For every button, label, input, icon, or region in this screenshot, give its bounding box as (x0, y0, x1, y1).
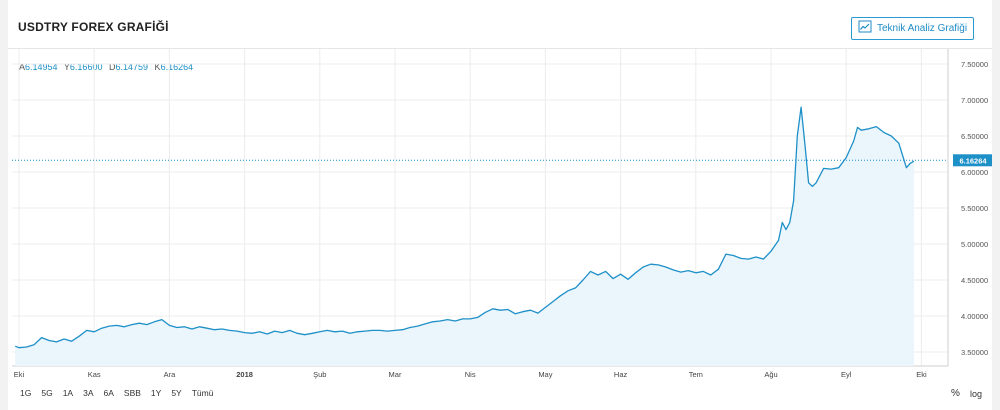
y-tick-label: 3.50000 (961, 348, 988, 357)
y-tick-label: 5.00000 (961, 240, 988, 249)
x-tick-label: Ara (164, 370, 177, 379)
x-tick-label: Eyl (841, 370, 852, 379)
ohlc-open-value: 6.14954 (25, 62, 58, 72)
x-tick-label: Şub (313, 370, 326, 379)
x-tick-label: May (538, 370, 552, 379)
page-title: USDTRY FOREX GRAFİĞİ (18, 20, 169, 34)
y-tick-label: 6.50000 (961, 132, 988, 141)
ohlc-high-key: Y (63, 62, 70, 72)
technical-analysis-label: Teknik Analiz Grafiği (877, 23, 968, 34)
ohlc-open-key: A (19, 62, 26, 72)
period-5y[interactable]: 5Y (171, 388, 182, 398)
period-3a[interactable]: 3A (83, 388, 94, 398)
log-scale-toggle[interactable]: log (970, 389, 983, 399)
period-1a[interactable]: 1A (62, 388, 74, 398)
area-fill (15, 107, 914, 366)
period-6a[interactable]: 6A (103, 388, 114, 398)
ohlc-high-value: 6.16600 (69, 62, 103, 72)
ohlc-low-value: 6.14759 (115, 62, 149, 72)
y-tick-label: 4.00000 (961, 312, 988, 321)
chart-card: USDTRY FOREX GRAFİĞİ Teknik Analiz Grafi… (8, 0, 992, 410)
period-5g[interactable]: 5G (41, 388, 53, 398)
x-tick-label: 2018 (236, 370, 253, 379)
y-tick-label: 5.50000 (961, 204, 988, 213)
x-tick-label: Ağu (764, 370, 777, 379)
period-sbb[interactable]: SBB (123, 388, 141, 398)
x-tick-label: Nis (465, 370, 476, 379)
header-divider (8, 48, 992, 49)
x-tick-label: Mar (389, 370, 402, 379)
price-chart[interactable]: 3.50000 4.00000 4.50000 5.00000 5.50000 6.000… (8, 0, 992, 386)
last-price-label: 6.16264 (959, 156, 987, 165)
ohlc-low-key: D (108, 62, 116, 72)
technical-analysis-button[interactable]: Teknik Analiz Grafiği (851, 17, 974, 40)
last-price-tag (953, 154, 992, 167)
ohlc-close-value: 6.16264 (160, 62, 194, 72)
period-1y[interactable]: 1Y (150, 388, 162, 398)
x-tick-label: Tem (689, 370, 703, 379)
x-tick-label: Kas (88, 370, 101, 379)
y-tick-label: 7.00000 (961, 96, 988, 105)
y-tick-label: 6.00000 (961, 168, 988, 177)
period-tumu[interactable]: Tümü (191, 388, 214, 398)
y-tick-label: 7.50000 (961, 60, 988, 69)
x-tick-label: Haz (614, 370, 628, 379)
chart-line-icon (858, 20, 872, 37)
period-1g[interactable]: 1G (20, 388, 32, 398)
ohlc-close-key: K (154, 62, 161, 72)
y-tick-label: 4.50000 (961, 276, 988, 285)
percent-scale-toggle[interactable]: % (951, 388, 960, 399)
price-line (14, 106, 915, 349)
ohlc-readout: A6.14954 Y6.16600 D6.14759 K6.16264 (19, 62, 197, 72)
x-tick-label: Eki (916, 370, 927, 379)
x-tick-label: Eki (14, 370, 25, 379)
period-selector: 1G 5G 1A 3A 6A SBB 1Y 5Y Tümü (20, 388, 213, 398)
